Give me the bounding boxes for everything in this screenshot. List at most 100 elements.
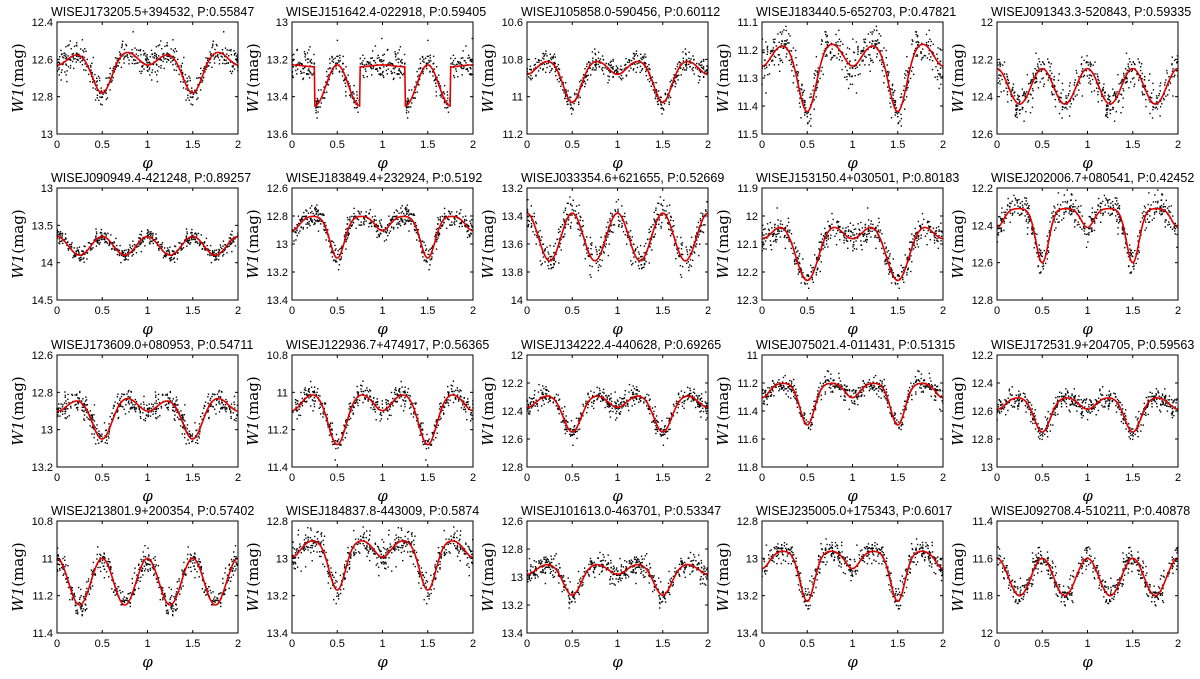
data-point — [341, 71, 343, 73]
data-point — [111, 242, 113, 244]
data-point — [130, 55, 132, 57]
data-point — [775, 241, 777, 243]
data-point — [660, 214, 662, 216]
data-point — [1037, 65, 1039, 68]
data-point — [438, 82, 441, 85]
data-point — [171, 258, 173, 261]
data-point — [65, 74, 67, 76]
data-point — [1050, 78, 1053, 80]
data-point — [1120, 93, 1122, 95]
data-point — [470, 74, 472, 76]
data-point — [1139, 69, 1142, 72]
data-point — [627, 236, 629, 239]
data-point — [625, 74, 628, 76]
data-point — [595, 249, 598, 251]
data-point — [415, 224, 418, 227]
data-point — [902, 269, 905, 271]
data-point — [780, 43, 783, 45]
data-point — [142, 241, 144, 243]
data-point — [802, 100, 804, 102]
x-tick-label: 1 — [849, 139, 855, 151]
data-point — [774, 38, 776, 40]
data-point — [608, 76, 611, 78]
data-point — [606, 68, 608, 70]
data-point — [670, 96, 672, 99]
data-point — [209, 249, 211, 252]
data-point — [673, 225, 675, 227]
data-point — [92, 56, 94, 59]
data-point — [605, 232, 608, 234]
data-point — [660, 227, 662, 229]
data-point — [609, 220, 611, 222]
data-point — [345, 240, 347, 243]
data-point — [894, 114, 896, 116]
data-point — [780, 33, 783, 35]
data-point — [119, 53, 122, 55]
data-point — [97, 75, 100, 78]
data-point — [599, 252, 601, 255]
data-point — [876, 236, 878, 239]
data-point — [566, 213, 568, 216]
data-point — [939, 73, 941, 75]
data-point — [678, 255, 681, 258]
data-point — [909, 241, 911, 243]
data-point — [189, 96, 192, 98]
data-point — [180, 243, 183, 245]
data-point — [655, 209, 657, 211]
data-point — [600, 236, 602, 238]
y-tick-label: 12.2 — [972, 54, 993, 66]
data-point — [567, 202, 569, 205]
data-point — [865, 238, 867, 241]
data-point — [304, 53, 306, 55]
data-point — [679, 265, 682, 267]
data-point — [832, 218, 834, 221]
data-point — [1069, 100, 1071, 102]
data-point — [397, 73, 399, 75]
data-point — [875, 247, 877, 250]
data-point — [795, 71, 798, 74]
data-point — [353, 93, 355, 95]
data-point — [461, 221, 463, 223]
data-point — [583, 79, 585, 82]
data-point — [413, 97, 416, 99]
data-point — [1077, 76, 1080, 78]
panel-2: 0 0.5 1 1.5 21313.213.413.6WISEJ151642.4-022… — [244, 5, 486, 172]
data-point — [117, 65, 119, 67]
data-point — [543, 55, 545, 57]
data-point — [426, 261, 428, 263]
data-point — [380, 233, 382, 235]
data-point — [314, 207, 316, 210]
y-tick-label: 12.6 — [32, 54, 53, 66]
data-point — [531, 215, 534, 218]
data-point — [1128, 58, 1131, 60]
data-point — [845, 227, 847, 229]
data-point — [365, 70, 367, 72]
data-point — [404, 222, 406, 224]
data-point — [73, 67, 75, 70]
data-point — [77, 249, 79, 251]
data-point — [643, 264, 646, 266]
data-point — [786, 53, 788, 55]
data-point — [146, 57, 148, 60]
data-point — [542, 52, 544, 55]
data-point — [349, 85, 351, 87]
data-point — [1159, 115, 1161, 117]
data-point — [80, 258, 83, 261]
data-point — [557, 231, 560, 234]
data-point — [527, 199, 529, 201]
data-point — [1165, 79, 1167, 81]
data-point — [910, 270, 912, 273]
y-tick-label: 14 — [41, 258, 53, 270]
data-point — [448, 219, 450, 221]
data-point — [558, 262, 560, 264]
data-point — [191, 90, 193, 92]
data-point — [877, 39, 879, 41]
data-point — [686, 67, 688, 69]
data-point — [813, 108, 815, 110]
data-point — [763, 234, 765, 236]
data-point — [700, 64, 702, 67]
data-point — [552, 55, 555, 57]
data-point — [118, 62, 121, 64]
data-point — [565, 223, 567, 226]
data-point — [383, 53, 385, 56]
